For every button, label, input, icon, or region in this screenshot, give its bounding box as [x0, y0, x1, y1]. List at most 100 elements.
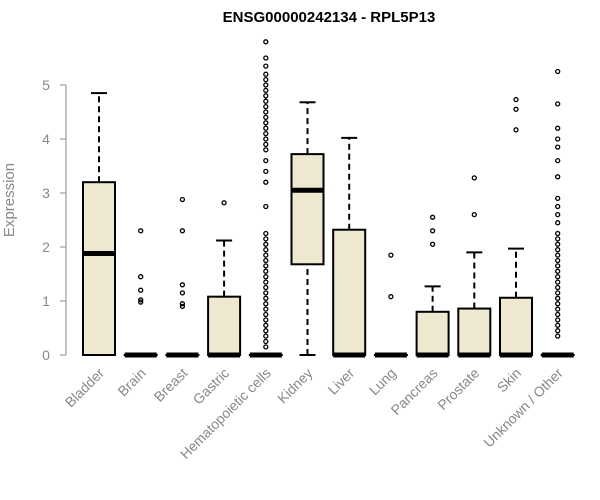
outlier-point [555, 322, 561, 328]
outlier-point [263, 179, 269, 185]
box-rect [82, 181, 116, 356]
box-rect [290, 153, 325, 266]
outlier-point [555, 174, 561, 180]
outlier-point [429, 214, 436, 220]
x-tick-label: Bladder [62, 365, 108, 411]
outlier-point [263, 306, 269, 312]
box-group [248, 39, 283, 358]
x-tick-label: Breast [151, 365, 191, 405]
outlier-point [555, 290, 561, 296]
y-tick-label: 2 [42, 239, 50, 255]
outlier-point [263, 109, 269, 115]
outlier-point [263, 39, 269, 45]
outlier-point [263, 93, 269, 99]
box-group [82, 92, 116, 356]
outlier-point [263, 136, 269, 142]
outlier-point [555, 144, 561, 150]
outlier-point [263, 236, 269, 242]
outlier-point [555, 306, 561, 312]
boxes-layer [82, 39, 575, 358]
outlier-point [263, 120, 269, 126]
outlier-point [513, 127, 519, 133]
box-rect [332, 228, 367, 356]
outlier-point [471, 211, 477, 218]
outlier-point [263, 141, 269, 148]
outlier-point [555, 68, 561, 75]
outlier-point [263, 247, 269, 253]
outlier-point [179, 301, 186, 307]
outlier-point [513, 96, 519, 103]
outlier-point [263, 241, 269, 247]
outlier-point [263, 252, 269, 258]
outlier-point [263, 98, 269, 104]
outlier-point [555, 195, 561, 202]
box-group [540, 68, 575, 358]
outlier-point [555, 301, 561, 307]
box-rect [207, 295, 242, 356]
outlier-point [263, 71, 269, 77]
outlier-point [555, 230, 561, 237]
outlier-point [263, 114, 269, 121]
box-group [165, 196, 200, 358]
outlier-point [263, 279, 269, 285]
outlier-point [179, 290, 186, 296]
box-group [332, 136, 367, 358]
x-tick-label: Liver [325, 365, 358, 398]
x-tick-label: Lung [366, 365, 399, 398]
outlier-point [555, 279, 561, 285]
outlier-point [263, 147, 269, 153]
outlier-point [555, 274, 561, 280]
outlier-point [263, 301, 269, 307]
x-tick-label: Unknown / Other [480, 365, 566, 451]
outlier-point [263, 230, 269, 237]
outlier-point [555, 317, 561, 323]
outlier-point [555, 257, 561, 264]
outlier-point [555, 311, 561, 318]
outlier-point [263, 338, 269, 345]
outlier-point [221, 200, 227, 206]
outlier-point [555, 157, 561, 164]
outlier-point [555, 101, 561, 107]
outlier-point [263, 333, 269, 339]
outlier-point [263, 284, 269, 291]
outlier-point [555, 220, 561, 226]
outlier-point [263, 125, 269, 131]
outlier-point [263, 328, 269, 334]
y-tick-label: 0 [42, 347, 50, 363]
outlier-point [263, 311, 269, 318]
outlier-point [263, 344, 269, 350]
outlier-point [179, 228, 186, 234]
box-group [499, 96, 533, 358]
outlier-point [555, 236, 561, 242]
outlier-point [555, 284, 561, 291]
x-tick-label: Skin [494, 365, 525, 396]
box-group [373, 252, 408, 358]
outlier-point [263, 130, 269, 137]
box-group [123, 228, 158, 358]
outlier-point [555, 241, 561, 247]
outlier-point [179, 303, 186, 310]
outlier-point [555, 252, 561, 258]
outlier-point [263, 168, 269, 175]
x-tick-label: Brain [114, 365, 148, 399]
outlier-point [179, 282, 186, 288]
outlier-point [555, 136, 561, 142]
outlier-point [555, 203, 561, 210]
box-group [457, 175, 492, 358]
y-tick-label: 5 [42, 77, 50, 93]
outlier-point [138, 299, 144, 305]
box-group [290, 101, 325, 356]
y-tick-label: 4 [42, 131, 50, 147]
outlier-point [263, 82, 269, 88]
outlier-point [263, 290, 269, 296]
box-group [207, 200, 242, 358]
outlier-point [555, 211, 561, 218]
outlier-point [555, 295, 561, 301]
box-rect [415, 310, 450, 356]
outlier-point [263, 87, 269, 94]
y-axis: 0 1 2 3 4 5 [42, 77, 67, 363]
box-group [415, 214, 450, 358]
y-tick-label: 3 [42, 185, 50, 201]
outlier-point [429, 228, 436, 234]
